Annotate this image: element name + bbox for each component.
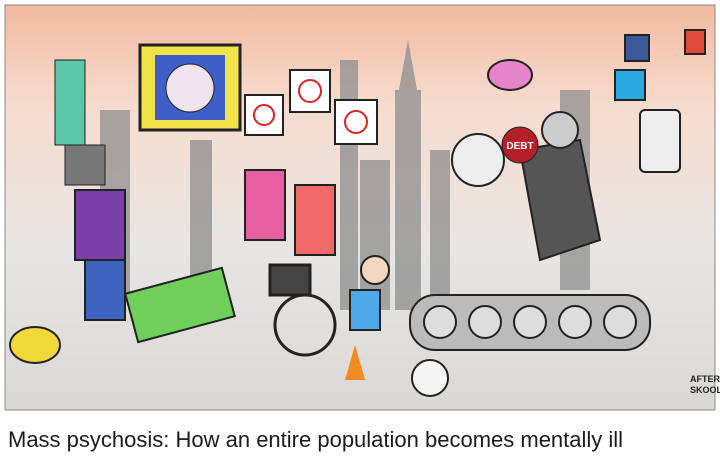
signs — [244, 69, 378, 145]
statue — [54, 59, 106, 186]
icons — [487, 29, 706, 173]
runner — [451, 111, 602, 262]
signature: AFTER — [690, 374, 720, 384]
illustration: DEBT AFTER SKOOL — [4, 4, 720, 411]
wheelchair — [268, 263, 337, 357]
debt-bag — [501, 126, 539, 164]
tv-screen — [138, 43, 242, 132]
debt-label: DEBT — [506, 141, 533, 152]
fire — [345, 345, 365, 380]
dog — [9, 326, 61, 364]
caption: Mass psychosis: How an entire population… — [8, 427, 624, 452]
treadmill — [409, 294, 651, 351]
crowd — [74, 169, 390, 344]
signature: SKOOL — [690, 385, 720, 395]
skull — [411, 359, 449, 397]
